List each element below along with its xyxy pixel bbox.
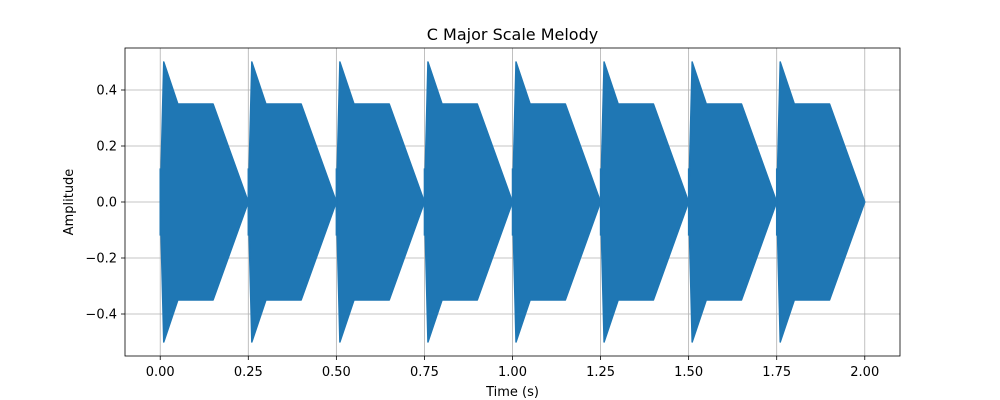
x-axis-ticks: 0.00 0.25 0.50 0.75 1.00 1.25 1.50 1.75 2.00 (146, 356, 879, 380)
waveform-series (159, 61, 866, 343)
x-axis-label: Time (s) (485, 385, 539, 400)
y-tick-label: 0.4 (96, 84, 117, 99)
y-tick-label: 0.0 (96, 196, 117, 211)
x-tick-label: 1.25 (586, 365, 615, 380)
y-tick-label: −0.4 (85, 308, 117, 323)
y-axis-label: Amplitude (62, 169, 77, 236)
x-tick-label: 1.00 (498, 365, 527, 380)
y-axis-ticks: −0.4 −0.2 0.0 0.2 0.4 (85, 84, 125, 323)
x-tick-label: 0.25 (234, 365, 263, 380)
y-tick-label: 0.2 (96, 140, 117, 155)
note-envelope-8 (775, 61, 866, 343)
x-tick-label: 0.75 (410, 365, 439, 380)
chart-title: C Major Scale Melody (427, 25, 598, 44)
x-tick-label: 0.50 (322, 365, 351, 380)
y-tick-label: −0.2 (85, 252, 117, 267)
x-tick-label: 1.75 (762, 365, 791, 380)
x-tick-label: 0.00 (146, 365, 175, 380)
x-tick-label: 2.00 (850, 365, 879, 380)
x-tick-label: 1.50 (674, 365, 703, 380)
